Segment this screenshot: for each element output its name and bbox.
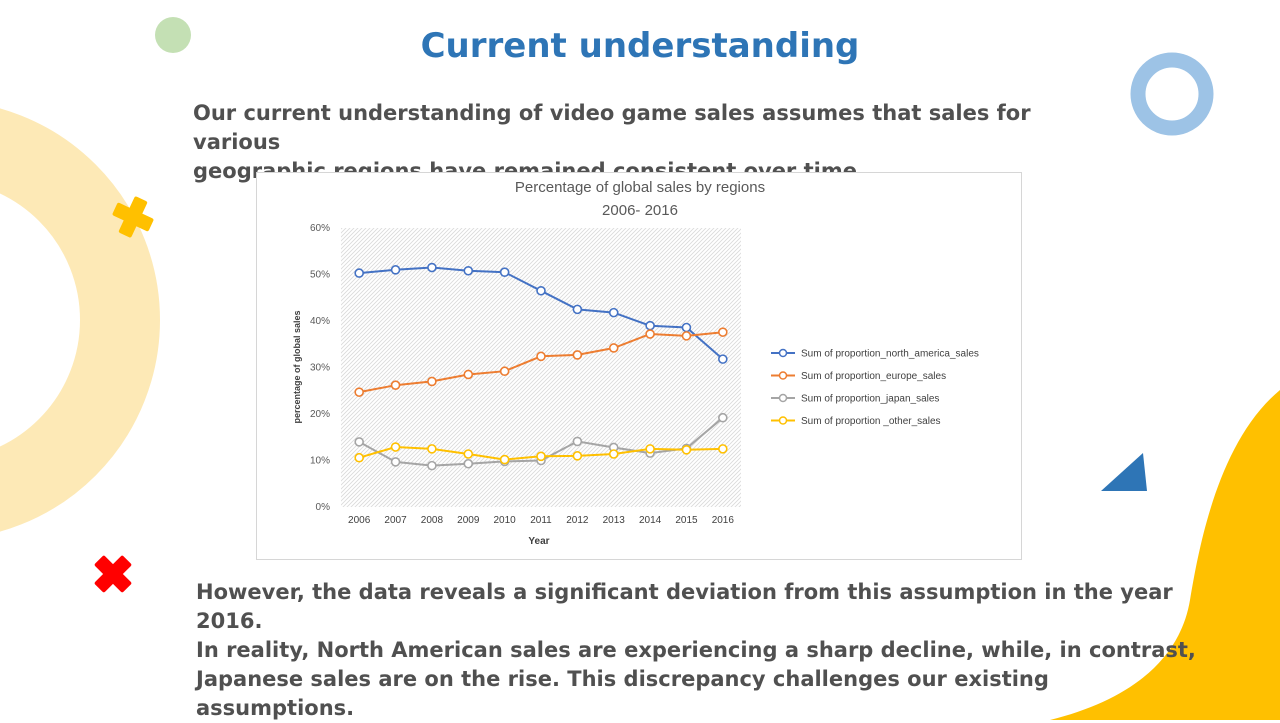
data-point-north-america bbox=[718, 354, 728, 364]
data-point-europe bbox=[572, 350, 583, 360]
data-point-europe bbox=[390, 380, 401, 390]
data-point-europe bbox=[681, 331, 692, 341]
data-point-other bbox=[608, 449, 619, 459]
decor-red-cross bbox=[94, 555, 132, 593]
x-tick-label: 2012 bbox=[566, 515, 589, 526]
data-point-other bbox=[645, 444, 655, 454]
data-point-other bbox=[536, 451, 546, 462]
x-tick-label: 2006 bbox=[348, 515, 371, 526]
data-point-north-america bbox=[645, 320, 655, 331]
data-point-japan bbox=[427, 460, 437, 471]
data-point-japan bbox=[354, 437, 364, 447]
data-point-japan bbox=[718, 412, 728, 423]
data-point-europe bbox=[354, 387, 364, 397]
data-point-other bbox=[681, 445, 692, 455]
chart-title-line-2: 2006- 2016 bbox=[602, 202, 678, 219]
data-point-other bbox=[499, 454, 510, 465]
data-point-north-america bbox=[572, 304, 583, 315]
x-tick-label: 2009 bbox=[457, 515, 480, 526]
data-point-europe bbox=[536, 351, 546, 362]
legend-marker bbox=[778, 348, 788, 358]
data-point-north-america bbox=[354, 268, 364, 278]
data-point-north-america bbox=[390, 265, 401, 275]
decor-yellow-wave bbox=[1050, 390, 1280, 720]
y-tick-label: 40% bbox=[310, 316, 330, 327]
data-point-europe bbox=[463, 369, 474, 380]
data-point-other bbox=[463, 449, 474, 459]
line-chart: Percentage of global sales by regions 20… bbox=[292, 179, 979, 547]
x-tick-label: 2008 bbox=[421, 515, 444, 526]
data-point-europe bbox=[427, 376, 437, 387]
decor-yellow-cross bbox=[112, 196, 154, 238]
conclusion-line-3: Japanese sales are on the rise. This dis… bbox=[196, 667, 1049, 720]
decor-blue-ring bbox=[1130, 52, 1214, 136]
x-tick-label: 2013 bbox=[603, 515, 626, 526]
data-point-other bbox=[390, 442, 401, 452]
data-point-north-america bbox=[608, 307, 619, 318]
conclusion-line-2: In reality, North American sales are exp… bbox=[196, 638, 1196, 662]
decor-blue-triangle bbox=[1101, 453, 1147, 491]
x-tick-label: 2014 bbox=[639, 515, 662, 526]
legend-entry: Sum of proportion _other_sales bbox=[771, 416, 941, 427]
decor-green-dot bbox=[155, 17, 191, 53]
data-point-north-america bbox=[427, 262, 437, 273]
data-point-other bbox=[572, 451, 583, 461]
legend-entry: Sum of proportion_europe_sales bbox=[771, 371, 946, 382]
legend-label: Sum of proportion_europe_sales bbox=[801, 371, 946, 382]
data-point-north-america bbox=[499, 267, 510, 277]
x-tick-label: 2011 bbox=[530, 515, 552, 526]
x-tick-label: 2010 bbox=[494, 515, 517, 526]
data-point-europe bbox=[645, 329, 655, 339]
data-point-north-america bbox=[681, 322, 692, 333]
intro-line-1: Our current understanding of video game … bbox=[193, 101, 1031, 154]
y-tick-label: 20% bbox=[310, 409, 330, 420]
legend-label: Sum of proportion_japan_sales bbox=[801, 394, 939, 405]
x-tick-label: 2016 bbox=[712, 515, 735, 526]
x-tick-label: 2015 bbox=[675, 515, 698, 526]
data-point-north-america bbox=[463, 265, 474, 276]
x-axis-label: Year bbox=[528, 536, 549, 547]
conclusion-text: However, the data reveals a significant … bbox=[196, 578, 1196, 723]
data-point-other bbox=[354, 452, 364, 463]
legend-label: Sum of proportion _other_sales bbox=[801, 416, 941, 427]
legend-entry: Sum of proportion_north_america_sales bbox=[771, 349, 979, 360]
y-tick-label: 0% bbox=[316, 502, 331, 513]
legend-marker bbox=[778, 393, 788, 403]
legend-marker bbox=[778, 416, 788, 425]
slide-title: Current understanding bbox=[420, 26, 860, 66]
decor-left-ring bbox=[0, 108, 160, 532]
data-point-other bbox=[427, 444, 437, 454]
legend-label: Sum of proportion_north_america_sales bbox=[801, 349, 979, 360]
y-axis-label: percentage of global sales bbox=[292, 310, 302, 423]
intro-text: Our current understanding of video game … bbox=[193, 99, 1093, 186]
y-tick-label: 50% bbox=[310, 270, 330, 281]
data-point-japan bbox=[572, 436, 583, 447]
conclusion-line-1: However, the data reveals a significant … bbox=[196, 580, 1173, 633]
data-point-europe bbox=[499, 366, 510, 377]
data-point-europe bbox=[718, 327, 728, 337]
data-point-other bbox=[718, 444, 728, 454]
x-tick-label: 2007 bbox=[384, 515, 407, 526]
y-tick-label: 60% bbox=[310, 223, 330, 234]
y-tick-label: 30% bbox=[310, 363, 330, 374]
chart-container: Percentage of global sales by regions 20… bbox=[256, 172, 1022, 560]
data-point-europe bbox=[608, 343, 619, 353]
y-tick-label: 10% bbox=[310, 456, 330, 467]
data-point-japan bbox=[463, 458, 474, 469]
data-point-japan bbox=[390, 457, 401, 467]
legend-entry: Sum of proportion_japan_sales bbox=[771, 394, 939, 405]
legend-marker bbox=[778, 371, 788, 380]
data-point-north-america bbox=[536, 285, 546, 296]
chart-title-line-1: Percentage of global sales by regions bbox=[515, 179, 765, 196]
